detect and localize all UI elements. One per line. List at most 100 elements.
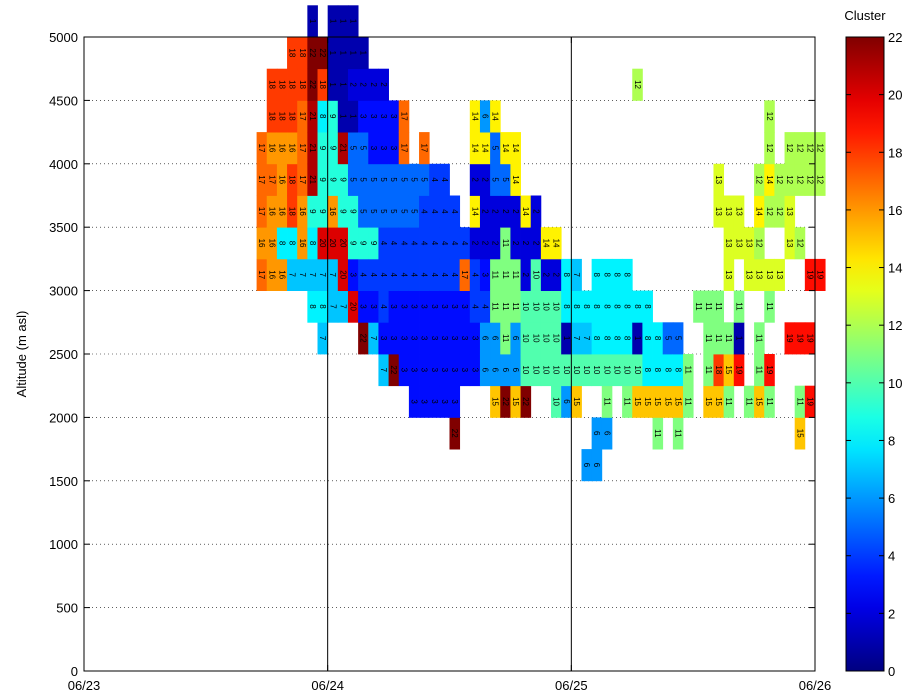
heatmap-cell <box>703 322 714 355</box>
heatmap-cell <box>662 354 674 387</box>
heatmap-cell <box>276 100 288 133</box>
heatmap-cell <box>307 132 318 165</box>
cell-label: 13 <box>755 270 764 279</box>
cell-label: 3 <box>369 146 378 151</box>
cell-label: 5 <box>491 177 500 182</box>
heatmap-cell <box>337 227 349 260</box>
cell-label: 10 <box>531 302 540 311</box>
cell-label: 11 <box>714 334 723 343</box>
cell-label: 11 <box>755 366 764 375</box>
cell-label: 4 <box>460 241 469 246</box>
heatmap-cell <box>439 354 450 387</box>
heatmap-cell <box>622 322 633 355</box>
x-axis: 06/23 06/24 06/25 06/26 <box>68 37 832 693</box>
cell-label: 3 <box>399 368 408 373</box>
cell-label: 8 <box>572 304 581 309</box>
cell-label: 11 <box>755 334 764 343</box>
heatmap-cell <box>510 163 521 196</box>
heatmap-cell <box>287 258 298 291</box>
cell-label: 2 <box>511 209 520 214</box>
heatmap-cell <box>642 322 653 355</box>
heatmap-cell <box>551 258 562 291</box>
cell-label: 11 <box>501 239 510 248</box>
cell-label: 3 <box>470 368 479 373</box>
heatmap-cell <box>317 227 329 260</box>
cell-label: 6 <box>562 399 571 404</box>
cell-label: 14 <box>470 207 479 216</box>
heatmap-cell <box>449 322 461 355</box>
cell-label: 15 <box>673 397 682 406</box>
cell-label: 15 <box>795 429 804 438</box>
cell-label: 22 <box>359 334 368 343</box>
heatmap-cell <box>683 354 694 387</box>
cell-label: 18 <box>318 80 327 89</box>
cell-label: 18 <box>267 80 276 89</box>
heatmap-cell <box>652 385 664 418</box>
cell-label: 3 <box>409 368 418 373</box>
heatmap-cell <box>378 258 389 291</box>
cell-label: 5 <box>369 177 378 182</box>
heatmap-cell <box>419 195 430 228</box>
heatmap-cell <box>347 163 359 196</box>
cell-label: 11 <box>745 397 754 406</box>
heatmap-cell <box>479 290 491 323</box>
heatmap-cell <box>408 258 420 291</box>
cell-label: 22 <box>389 365 398 374</box>
heatmap-cell <box>581 449 593 482</box>
cell-label: 1 <box>349 51 358 56</box>
heatmap-cell <box>429 258 440 291</box>
heatmap-cell <box>439 227 450 260</box>
cell-label: 18 <box>277 112 286 121</box>
cell-label: 19 <box>805 334 814 343</box>
cell-label: 1 <box>349 114 358 119</box>
cell-label: 12 <box>765 112 774 121</box>
cell-label: 2 <box>470 241 479 246</box>
heatmap-cell <box>429 290 440 323</box>
cell-label: 2 <box>481 241 490 246</box>
heatmap-cell <box>520 195 532 228</box>
cell-label: 11 <box>765 397 774 406</box>
heatmap-cell <box>622 354 633 387</box>
heatmap-cell <box>256 195 268 228</box>
cell-label: 3 <box>460 336 469 341</box>
cell-label: 5 <box>349 177 358 182</box>
cell-label: 3 <box>450 336 459 341</box>
heatmap-cell <box>276 68 288 101</box>
heatmap-cell <box>754 385 765 418</box>
heatmap-cell <box>347 68 359 101</box>
heatmap-cell <box>611 354 623 387</box>
heatmap-cell <box>368 163 379 196</box>
heatmap-cell <box>591 417 603 450</box>
x-tick-label: 06/26 <box>799 678 832 693</box>
cell-label: 8 <box>277 241 286 246</box>
heatmap-cell <box>611 258 623 291</box>
cell-label: 5 <box>399 177 408 182</box>
heatmap-cell <box>368 290 379 323</box>
heatmap-cell <box>642 290 653 323</box>
cell-label: 9 <box>328 114 337 119</box>
heatmap-cell <box>439 385 450 418</box>
heatmap-cell <box>358 227 369 260</box>
heatmap-cell <box>459 227 471 260</box>
heatmap-cell <box>754 354 765 387</box>
cell-label: 1 <box>359 51 368 56</box>
heatmap-cell <box>723 195 735 228</box>
heatmap-cell <box>490 132 501 165</box>
heatmap-cell <box>794 385 806 418</box>
cell-label: 14 <box>765 175 774 184</box>
heatmap-cell <box>368 258 379 291</box>
heatmap-cell <box>327 290 339 323</box>
heatmap-cell <box>398 258 410 291</box>
cell-label: 4 <box>450 209 459 214</box>
heatmap-cell <box>256 163 268 196</box>
cell-label: 5 <box>379 177 388 182</box>
cell-label: 15 <box>511 397 520 406</box>
heatmap-cell <box>429 385 440 418</box>
cell-label: 9 <box>338 177 347 182</box>
cell-label: 5 <box>389 177 398 182</box>
cell-label: 12 <box>765 143 774 152</box>
cell-label: 1 <box>338 114 347 119</box>
cell-label: 12 <box>785 143 794 152</box>
cell-label: 11 <box>684 397 693 406</box>
y-tick-label: 4500 <box>49 93 78 108</box>
